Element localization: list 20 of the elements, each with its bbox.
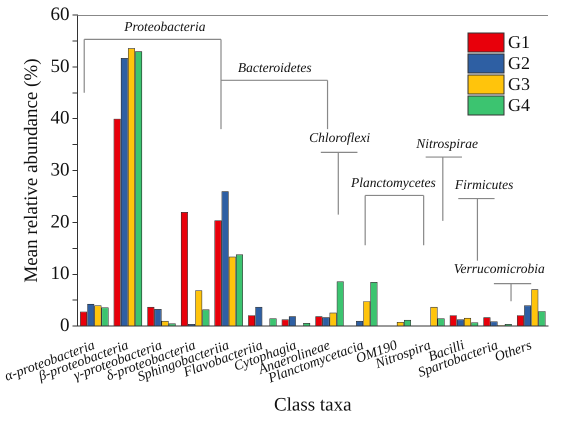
legend-label: G3 — [508, 74, 530, 94]
annotation: Proteobacteria — [124, 18, 206, 34]
y-tick-label: 10 — [50, 263, 70, 284]
annotation: Planctomycetes — [351, 174, 436, 190]
legend-label: G1 — [508, 32, 530, 52]
annotation: Verrucomicrobia — [454, 261, 545, 276]
annotation: Bacteroidetes — [238, 60, 312, 76]
y-axis-title: Mean relative abundance (%) — [21, 58, 42, 283]
y-tick-label: 60 — [50, 4, 70, 25]
y-tick-label: 20 — [50, 211, 70, 232]
x-axis-title: Class taxa — [274, 394, 352, 416]
legend-label: G4 — [508, 95, 530, 116]
y-tick-label: 0 — [60, 315, 70, 336]
annotation: Firmicutes — [454, 177, 514, 192]
annotation: Nitrospirae — [416, 136, 478, 151]
y-tick-label: 40 — [50, 108, 70, 129]
y-tick-label: 50 — [50, 56, 70, 77]
legend-label: G2 — [508, 53, 530, 74]
y-tick-label: 30 — [50, 160, 70, 181]
annotation: Chloroflexi — [309, 130, 370, 146]
